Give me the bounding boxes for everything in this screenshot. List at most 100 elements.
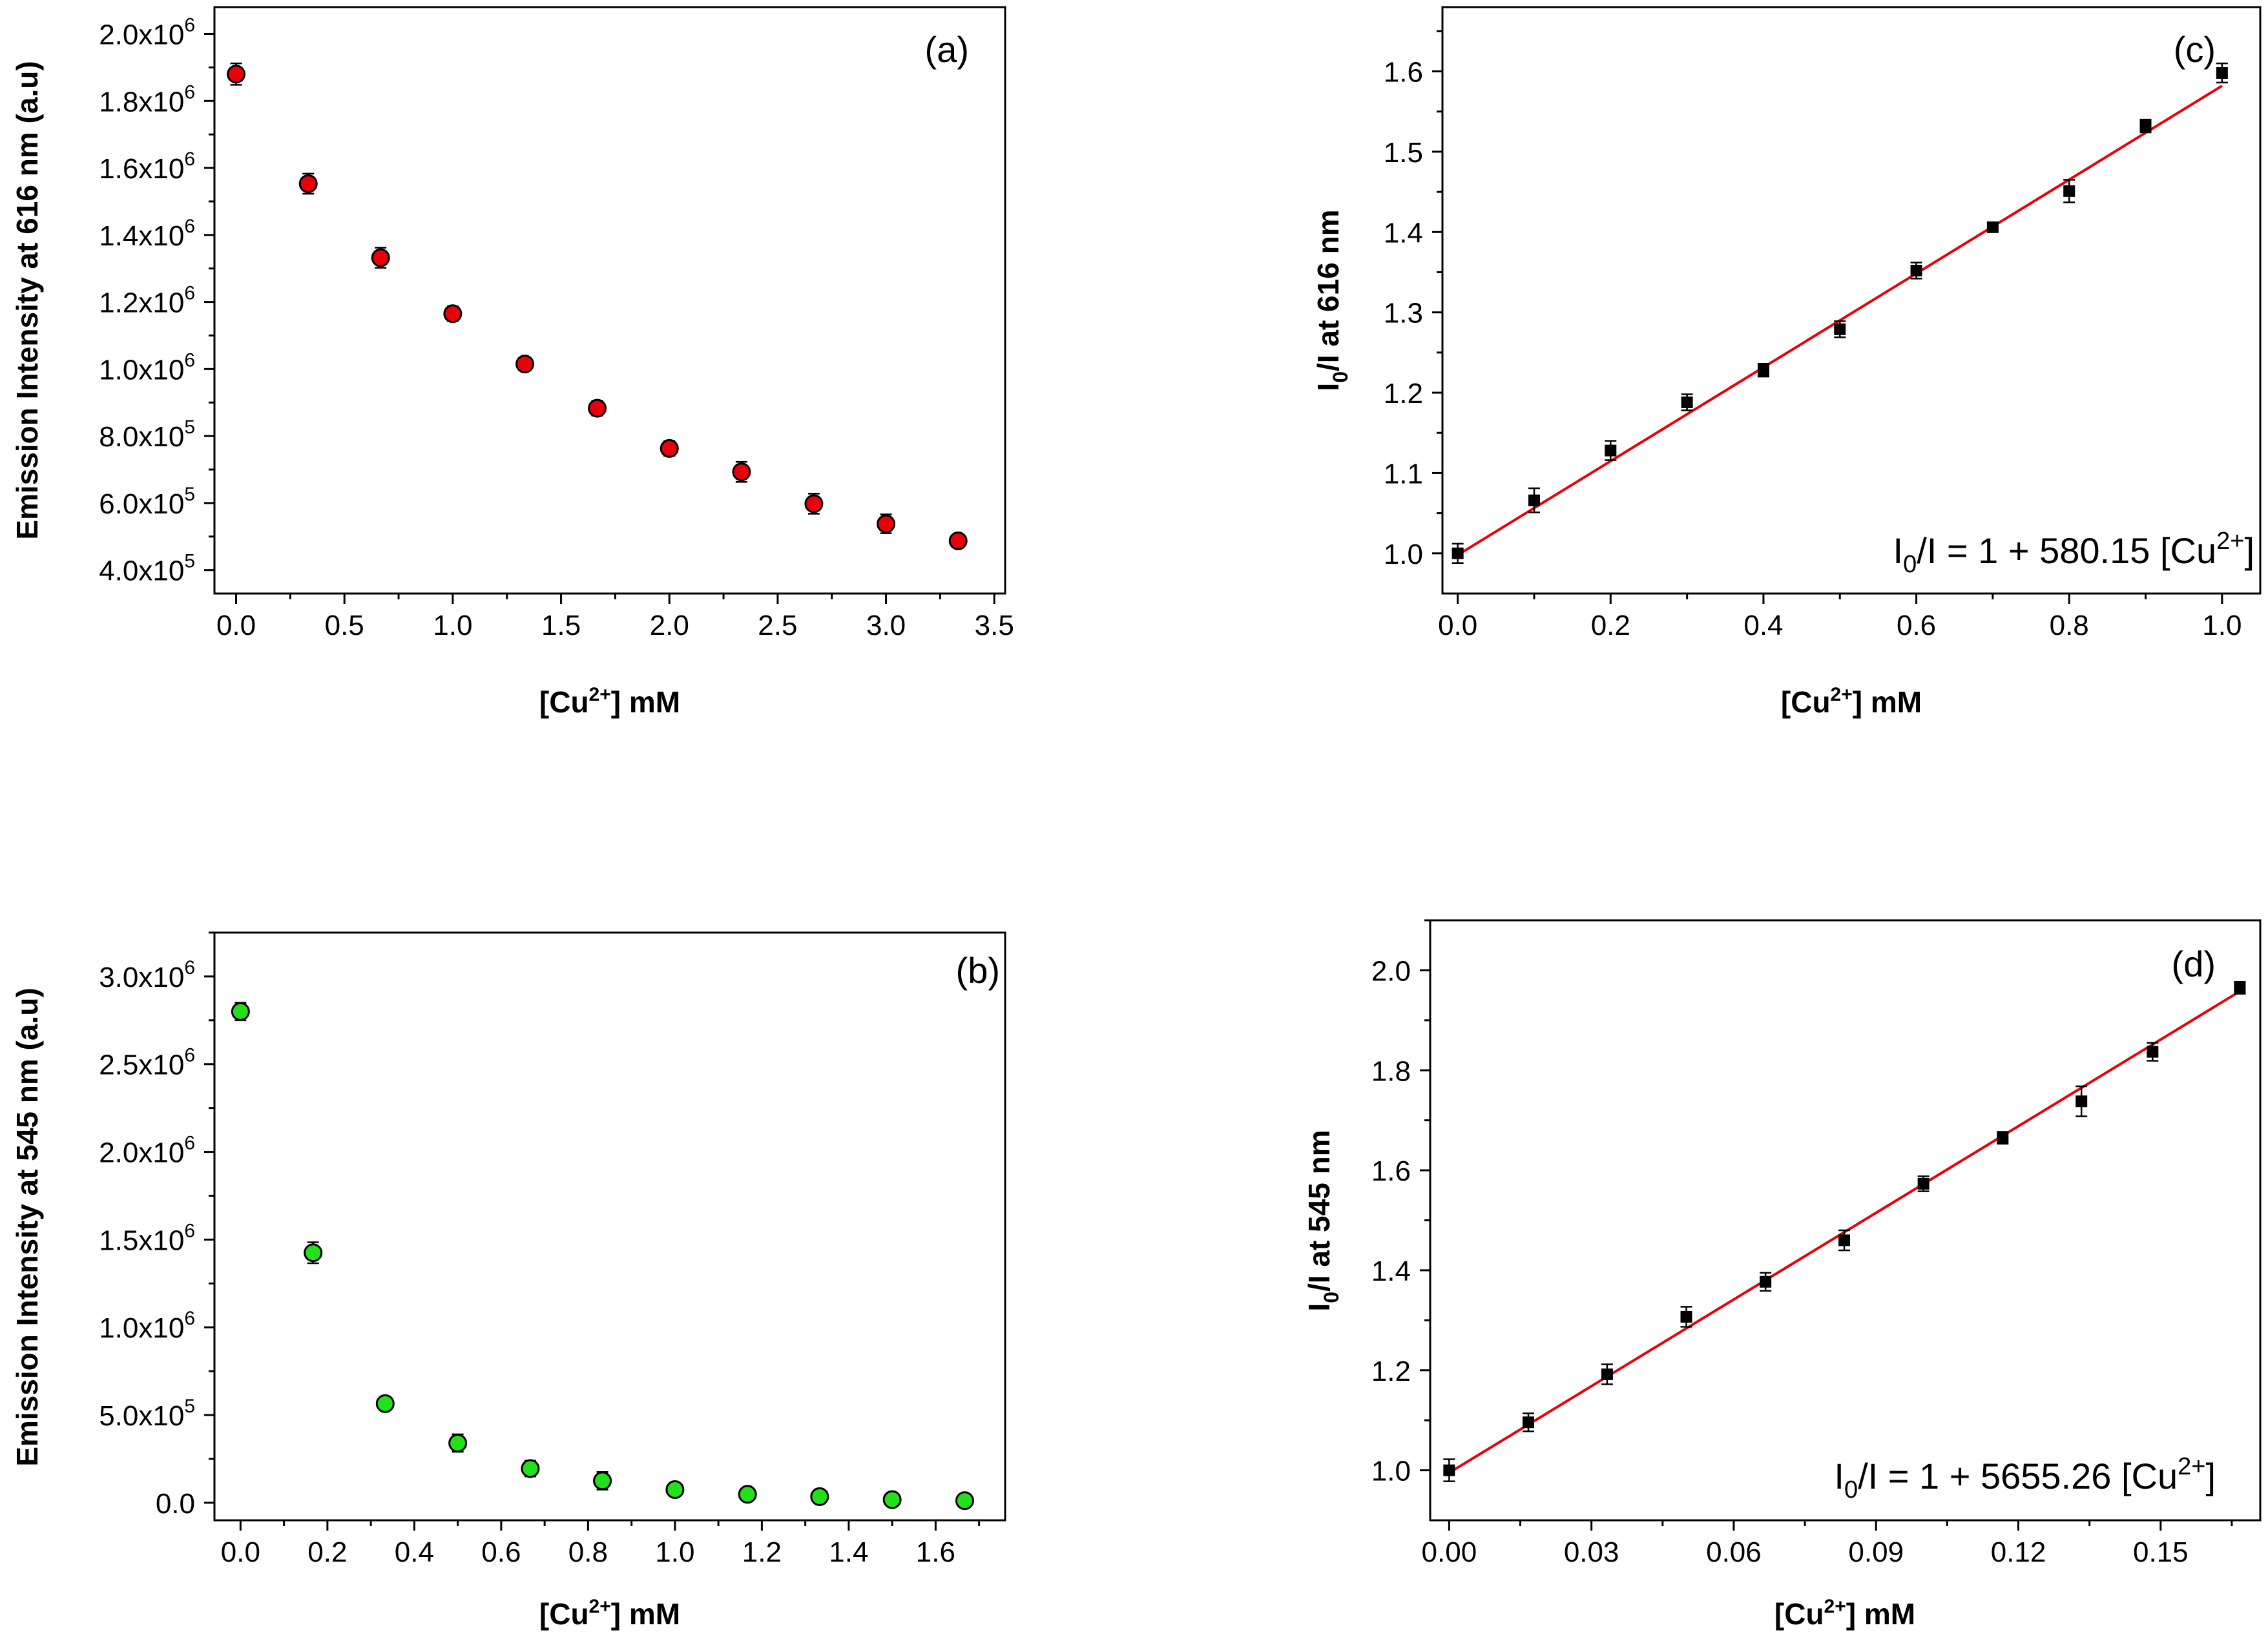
data-point	[877, 514, 896, 533]
data-point	[1757, 364, 1769, 377]
x-tick-label: 1.0	[433, 610, 472, 641]
y-tick-label: 1.0x106	[99, 349, 195, 386]
x-tick-label: 0.15	[2133, 1536, 2189, 1568]
data-point	[227, 65, 246, 84]
y-tick-label: 1.5	[1384, 137, 1423, 169]
x-tick-label: 3.0	[866, 610, 906, 641]
data-point	[882, 1490, 902, 1509]
data-point	[2139, 120, 2152, 132]
y-tick-label: 0.0	[156, 1488, 195, 1520]
panel-c-x-title: [Cu2+] mM	[1781, 684, 1922, 719]
x-tick-label: 0.06	[1706, 1536, 1762, 1568]
data-point	[1601, 1368, 1613, 1380]
data-point	[1997, 1132, 2009, 1144]
data-point	[738, 1485, 757, 1504]
panel-a-ticks: 0.0 0.5 1.0 1.5 2.0 2.5 3.0 3.5 4.0x105 6.0x105 8.…	[99, 15, 1014, 641]
x-tick-label: 1.0	[2202, 610, 2242, 641]
data-point	[1838, 1234, 1851, 1246]
y-tick-label: 1.6	[1384, 57, 1423, 88]
y-tick-label: 2.0x106	[99, 1133, 195, 1169]
x-tick-label: 1.2	[742, 1536, 782, 1568]
data-point	[1834, 323, 1846, 335]
x-tick-label: 1.6	[916, 1536, 955, 1568]
y-tick-label: 1.4x106	[99, 216, 195, 252]
data-point	[665, 1480, 685, 1499]
y-tick-label: 2.0x106	[99, 15, 195, 51]
panel-b-ticks: 0.0 0.2 0.4 0.6 0.8 1.0 1.2 1.4 1.6 0.0 5.0x105 1.0…	[99, 931, 981, 1568]
y-tick-label: 1.4	[1371, 1256, 1411, 1287]
data-point	[2234, 982, 2246, 994]
panel-d-marks	[1443, 980, 2246, 1482]
data-point	[588, 398, 607, 418]
x-tick-label: 0.12	[1991, 1536, 2046, 1568]
y-tick-label: 1.2	[1384, 378, 1423, 409]
data-point	[1605, 444, 1617, 457]
y-tick-label: 1.0x106	[99, 1308, 195, 1344]
data-point	[1443, 1464, 1455, 1476]
panel-d-equation: I0/I = 1 + 5655.26 [Cu2+]	[1834, 1453, 2216, 1504]
panel-a-label: (a)	[925, 29, 969, 70]
x-tick-label: 0.0	[221, 1536, 260, 1568]
panel-d-chart: 0.00 0.03 0.06 0.09 0.12 0.15 1.0 1.2 1.4 1.6 1.8 2…	[1302, 919, 2262, 1631]
panel-d-y-title: I0/I at 545 nm	[1302, 1130, 1343, 1311]
panel-c-equation: I0/I = 1 + 580.15 [Cu2+]	[1893, 528, 2254, 578]
data-point	[298, 174, 318, 193]
data-point	[660, 439, 679, 458]
y-tick-label: 2.5x106	[99, 1045, 195, 1081]
data-point	[2147, 1046, 2159, 1058]
x-tick-label: 0.6	[481, 1536, 521, 1568]
y-tick-label: 1.4	[1384, 217, 1423, 249]
x-tick-label: 2.0	[650, 610, 689, 641]
panel-d-frame	[1429, 919, 2262, 1522]
panel-b-marks	[231, 1002, 974, 1511]
data-point	[1910, 264, 1922, 276]
y-tick-label: 3.0x106	[99, 957, 195, 993]
panel-b-x-title: [Cu2+] mM	[539, 1596, 680, 1631]
panel-a-x-title: [Cu2+] mM	[539, 684, 680, 719]
panel-c-chart: 0.0 0.2 0.4 0.6 0.8 1.01.01.11.21.31.41.51.6 …	[1311, 6, 2262, 719]
x-tick-label: 2.5	[758, 610, 797, 641]
x-tick-label: 0.2	[1591, 610, 1630, 641]
x-tick-label: 0.2	[307, 1536, 347, 1568]
panel-c-marks	[1451, 62, 2228, 564]
data-point	[955, 1491, 974, 1511]
x-tick-label: 3.5	[975, 610, 1014, 641]
x-tick-label: 0.09	[1848, 1536, 1904, 1568]
y-tick-label: 5.0x105	[99, 1396, 195, 1432]
panel-b-chart: 0.0 0.2 0.4 0.6 0.8 1.0 1.2 1.4 1.6 0.0 5.0x105 1.0…	[10, 931, 1006, 1631]
data-point	[304, 1243, 323, 1263]
data-point	[1680, 1310, 1692, 1323]
panel-c-frame	[1441, 6, 2262, 595]
panel-c-ticks: 0.0 0.2 0.4 0.6 0.8 1.0 1.0 1.1 1.2 1.3 1.4 1.5 1.6	[1384, 30, 2242, 641]
panel-b-y-title: Emission Intensity at 545 nm (a.u)	[10, 987, 44, 1466]
y-tick-label: 1.8x106	[99, 81, 195, 118]
data-point	[1522, 1416, 1534, 1429]
panel-d-ticks: 0.00 0.03 0.06 0.09 0.12 0.15 1.0 1.2 1.4 1.6 1.8 2…	[1371, 919, 2233, 1568]
x-tick-label: 0.03	[1564, 1536, 1619, 1568]
panel-d-x-title: [Cu2+] mM	[1774, 1596, 1915, 1631]
x-tick-label: 0.0	[1438, 610, 1477, 641]
data-point	[2063, 185, 2076, 197]
panel-a-marks	[227, 62, 968, 551]
data-point	[732, 462, 751, 482]
x-tick-label: 0.5	[325, 610, 364, 641]
data-point	[1528, 494, 1540, 506]
data-point	[1917, 1177, 1930, 1190]
data-point	[231, 1002, 250, 1021]
data-point	[804, 494, 824, 513]
data-point	[375, 1394, 395, 1413]
panel-b-frame	[213, 931, 1006, 1522]
y-tick-label: 1.2x106	[99, 283, 195, 319]
y-tick-label: 1.6	[1371, 1155, 1411, 1187]
x-tick-label: 1.0	[655, 1536, 694, 1568]
x-tick-label: 0.8	[2050, 610, 2089, 641]
panel-a-frame	[213, 6, 1006, 595]
data-point	[521, 1459, 540, 1478]
data-point	[810, 1487, 829, 1506]
y-tick-label: 1.0	[1371, 1456, 1411, 1487]
x-tick-label: 0.4	[1743, 610, 1783, 641]
panel-c-label: (c)	[2174, 29, 2216, 70]
data-point	[371, 248, 390, 267]
y-tick-label: 1.2	[1371, 1356, 1411, 1387]
